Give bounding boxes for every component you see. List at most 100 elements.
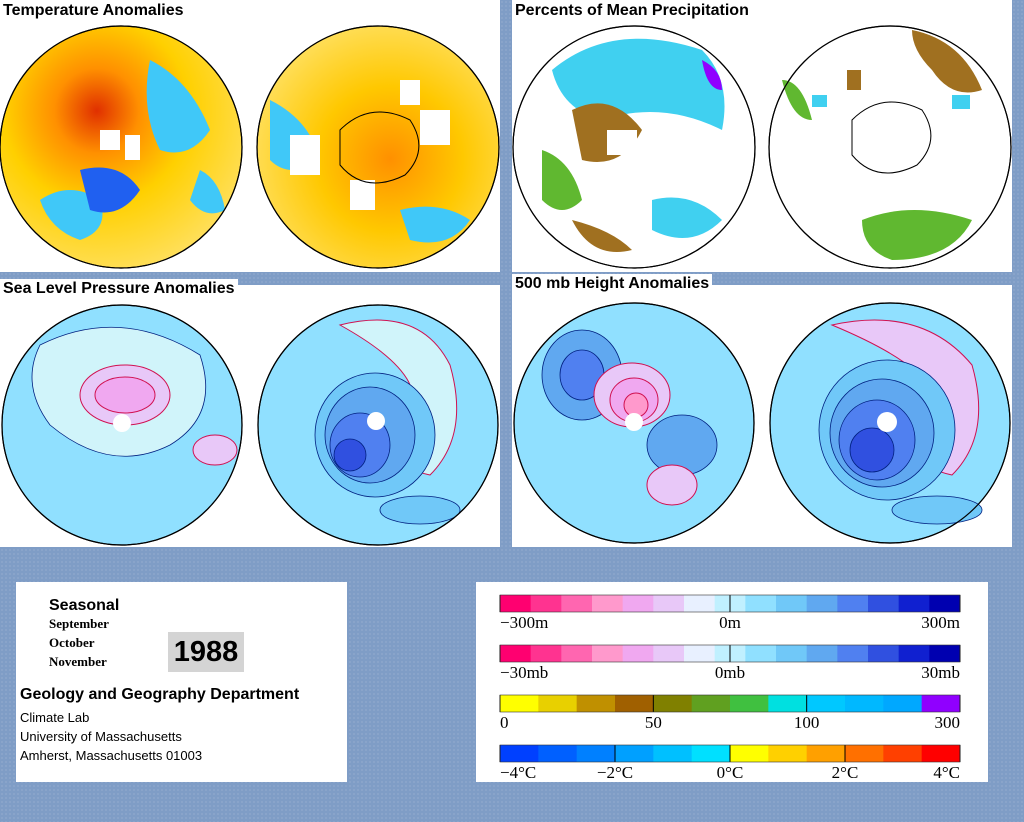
legend-label: 100 [794,713,820,732]
legend-swatch [691,695,731,712]
legend-label: 0°C [717,763,744,782]
legend-label: 4°C [933,763,960,782]
legend-swatch [615,745,654,762]
legend-frame [499,744,961,763]
slp-north-map [1,304,243,546]
legend-label: 0 [500,713,509,732]
height500-north-map [513,302,755,544]
legend-frame [499,694,961,713]
height500-maps [513,302,1011,544]
legend-swatch [653,695,693,712]
legend-frame [499,644,961,663]
precipitation-south-map [768,25,1012,269]
season-label: Seasonal [49,597,120,614]
legend-height: −300m 0m 300m [499,594,961,632]
slp-panel: Sea Level Pressure Anomalies [0,279,500,547]
legend-label: 50 [645,713,662,732]
legend-label: −30mb [500,663,548,682]
legend-swatch [538,695,578,712]
legend-swatch [730,745,769,762]
legend-swatch [745,595,777,612]
legend-swatch [806,695,846,712]
legend-precip: 0 50 100 300 [499,694,961,732]
legend-swatch [929,595,961,612]
legend-swatch [806,645,838,662]
legend-swatch [730,695,769,712]
legend-label: 0mb [715,663,745,682]
legend-label: −300m [500,613,548,632]
legend-swatch [691,745,731,762]
legend-swatch [806,745,846,762]
height500-south-map [769,302,1011,544]
legend-frame [499,594,961,613]
legend-swatch [576,695,616,712]
legend-label: 2°C [832,763,859,782]
legend-swatch [653,595,685,612]
legend-label: −4°C [500,763,536,782]
month-3: November [49,654,107,669]
address-line-3: Amherst, Massachusetts 01003 [20,748,203,763]
temperature-panel: Temperature Anomalies [0,0,500,272]
legend-swatch [622,595,654,612]
legend-swatch [530,645,562,662]
legend-swatch [776,645,808,662]
legend-swatch [615,695,654,712]
legend-swatch [592,595,624,612]
legend-swatch [653,745,693,762]
legend-swatch [929,645,961,662]
height500-panel: 500 mb Height Anomalies [512,274,1012,547]
legend-swatch [530,595,562,612]
temperature-maps [0,25,500,269]
slp-maps [1,304,499,546]
year-label: 1988 [168,632,244,672]
legend-swatch [745,645,777,662]
legend-box: −300m 0m 300m −30mb 0mb 30mb 0 50 100 300 −4°C −2°C… [476,582,988,782]
legend-swatch [653,645,685,662]
legend-swatch [768,745,808,762]
precipitation-maps [512,25,1012,269]
month-2: October [49,635,95,650]
legend-swatch [538,745,578,762]
legend-swatch [883,695,923,712]
legend-swatch [684,645,716,662]
address-line-2: University of Massachusetts [20,729,182,744]
legend-swatch [684,595,716,612]
legend-swatch [898,645,930,662]
legend-swatch [837,595,869,612]
legend-swatch [500,745,539,762]
legend-swatch [561,645,593,662]
legend-label: 300m [921,613,960,632]
legend-swatch [921,695,961,712]
height500-title: 500 mb Height Anomalies [512,274,713,294]
legend-label: −2°C [597,763,633,782]
legend-swatch [500,595,532,612]
month-1: September [49,616,109,631]
department-label: Geology and Geography Department [20,686,300,703]
legend-swatch [921,745,961,762]
info-box: Seasonal September October November 1988… [16,582,347,782]
legend-swatch [500,695,539,712]
legend-swatch [883,745,923,762]
precipitation-panel: Percents of Mean Precipitation [512,0,1012,272]
precipitation-north-map [512,25,756,269]
legend-swatch [898,595,930,612]
legend-swatch [837,645,869,662]
color-scales: −300m 0m 300m −30mb 0mb 30mb 0 50 100 300 −4°C −2°C… [499,594,961,782]
address-line-1: Climate Lab [20,710,90,725]
legend-swatch [576,745,616,762]
legend-swatch [768,695,808,712]
slp-south-map [257,304,499,546]
temperature-north-map [0,25,243,269]
legend-swatch [561,595,593,612]
legend-swatch [845,695,884,712]
legend-swatch [622,645,654,662]
precipitation-title: Percents of Mean Precipitation [512,1,752,21]
legend-swatch [776,595,808,612]
legend-swatch [806,595,838,612]
legend-swatch [592,645,624,662]
temperature-title: Temperature Anomalies [0,1,187,21]
legend-swatch [868,595,900,612]
legend-temp: −4°C −2°C 0°C 2°C 4°C [499,744,961,782]
legend-label: 30mb [921,663,960,682]
temperature-south-map [256,25,500,269]
